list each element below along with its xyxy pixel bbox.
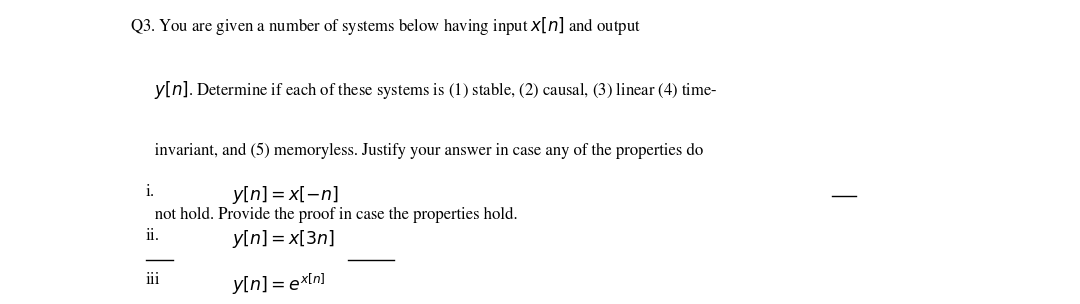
Text: iii: iii [146, 272, 161, 288]
Text: invariant, and (5) memoryless. Justify your answer in case any of the properties: invariant, and (5) memoryless. Justify y… [130, 143, 703, 159]
Text: $y[n] = e^{x[n]}$: $y[n] = e^{x[n]}$ [232, 272, 326, 297]
Text: Q3. You are given a number of systems below having input $x[n]$ and output: Q3. You are given a number of systems be… [130, 15, 640, 37]
Text: $y[n]$. Determine if each of these systems is (1) stable, (2) causal, (3) linear: $y[n]$. Determine if each of these syste… [130, 79, 717, 101]
Text: $y[n] = x[3n]$: $y[n] = x[3n]$ [232, 228, 335, 250]
Text: not hold. Provide the proof in case the properties hold.: not hold. Provide the proof in case the … [130, 207, 517, 223]
Text: $y[n] = x[-n]$: $y[n] = x[-n]$ [232, 184, 339, 206]
Text: i.: i. [146, 184, 156, 200]
Text: ii.: ii. [146, 228, 160, 244]
